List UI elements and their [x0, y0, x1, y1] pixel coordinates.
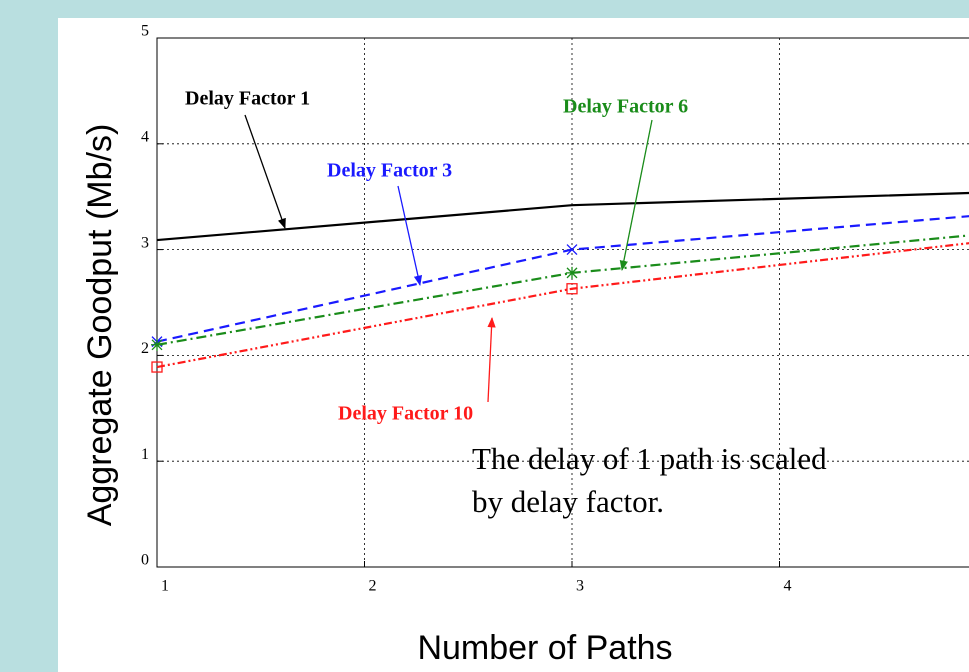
- arrow: [244, 114, 286, 229]
- annotation: Delay Factor 1: [185, 88, 310, 110]
- annotation: Delay Factor 3: [327, 160, 452, 182]
- y-tick-label: 0: [141, 552, 149, 569]
- line: [156, 242, 969, 369]
- y-tick-label: 5: [141, 23, 149, 40]
- marker: [566, 283, 578, 295]
- y-axis-label: Aggregate Goodput (Mb/s): [81, 124, 119, 527]
- y-tick-label: 4: [141, 128, 149, 145]
- x-tick-label: 1: [161, 578, 169, 595]
- x-tick-label: 3: [576, 578, 584, 595]
- panel: [58, 18, 969, 672]
- x-axis-label: Number of Paths: [417, 629, 672, 667]
- arrow: [619, 119, 653, 272]
- arrow: [397, 185, 423, 287]
- marker: [566, 266, 578, 279]
- marker: [151, 338, 163, 351]
- annotation: Delay Factor 10: [338, 403, 473, 425]
- marker: [566, 244, 578, 256]
- note: by delay factor.: [472, 484, 664, 519]
- x-tick-label: 2: [369, 578, 377, 595]
- note: The delay of 1 path is scaled: [472, 441, 827, 476]
- x-tick-label: 4: [784, 578, 792, 595]
- line: [156, 191, 969, 242]
- marker: [151, 361, 163, 373]
- y-tick-label: 3: [141, 234, 149, 251]
- arrow: [487, 316, 496, 403]
- annotation: Delay Factor 6: [563, 96, 688, 118]
- y-tick-label: 2: [141, 340, 149, 357]
- y-tick-label: 1: [141, 446, 149, 463]
